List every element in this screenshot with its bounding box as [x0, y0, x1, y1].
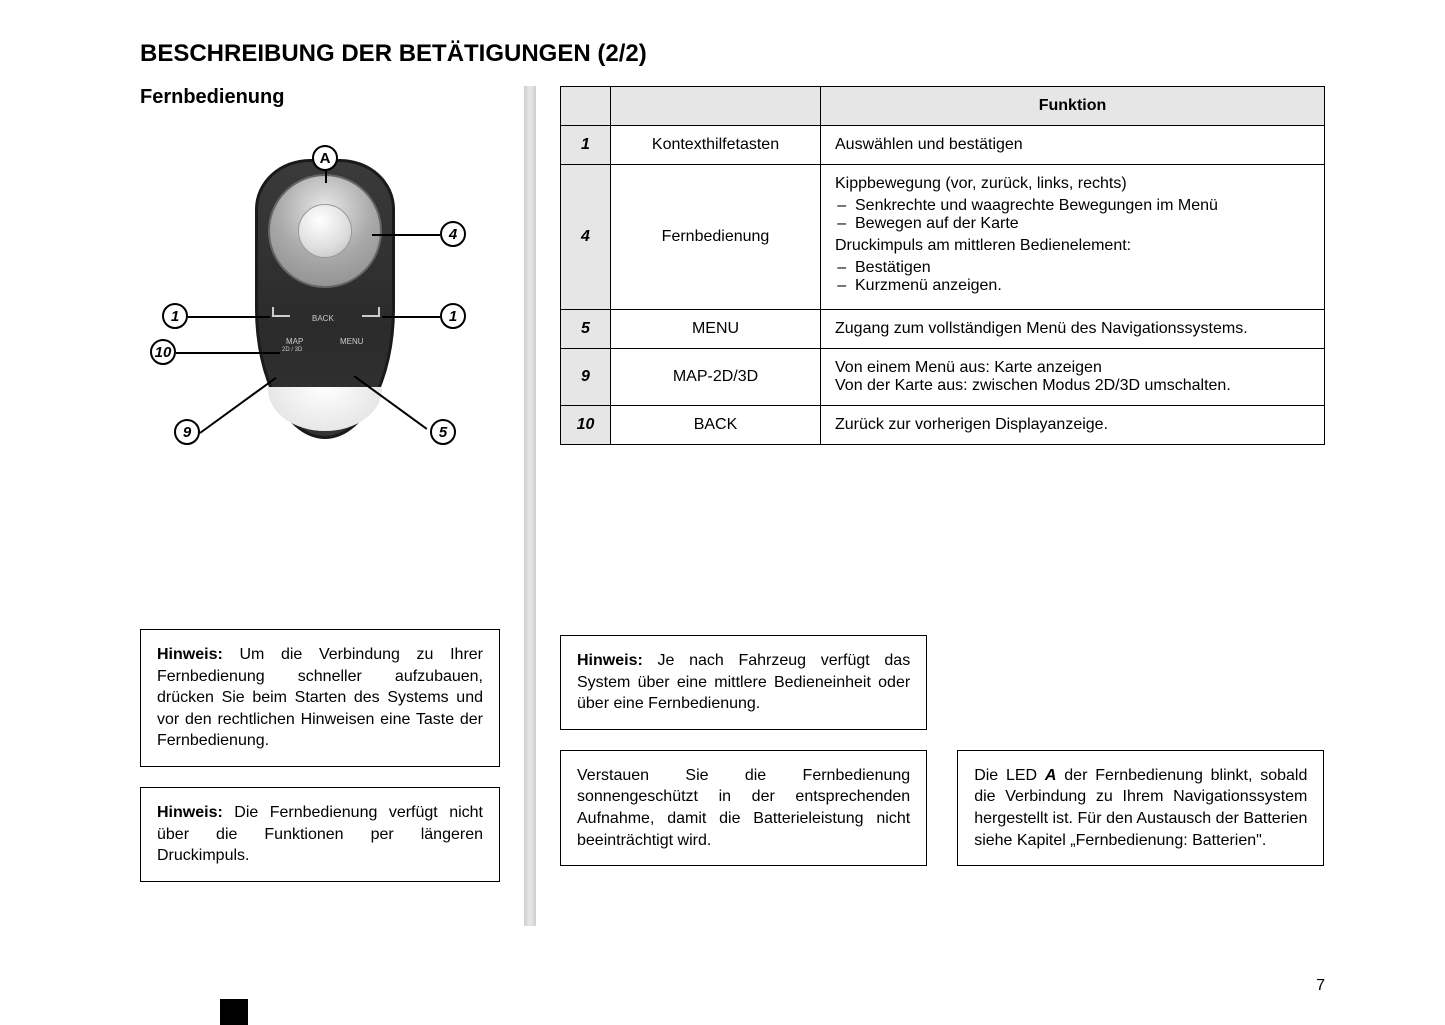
row9-name: MAP-2D/3D	[611, 349, 821, 406]
callout-1-right: 1	[440, 303, 466, 329]
note-box-3: Hinweis: Je nach Fahrzeug verfügt das Sy…	[560, 635, 927, 730]
remote-map2d3d-label: 2D / 3D	[282, 347, 302, 353]
callout-10: 10	[150, 339, 176, 365]
note5-bold: A	[1045, 767, 1057, 784]
row9-line1: Von einem Menü aus: Karte anzeigen	[835, 359, 1102, 376]
right-column: Funktion 1 Kontexthilfetasten Auswählen …	[560, 86, 1325, 926]
note-box-2: Hinweis: Die Fernbedienung verfügt nicht…	[140, 787, 500, 882]
row9-line2: Von der Karte aus: zwischen Modus 2D/3D …	[835, 377, 1231, 394]
vertical-divider	[524, 86, 536, 926]
row9-num: 9	[561, 349, 611, 406]
row10-name: BACK	[611, 406, 821, 445]
row4-li2: Bewegen auf der Karte	[855, 215, 1310, 233]
row4-line2: Druckimpuls am mittleren Bedienelement:	[835, 237, 1131, 254]
callout-A: A	[312, 145, 338, 171]
remote-illustration: BACK MAP 2D / 3D MENU A 4 1 1 10 9 5	[140, 139, 480, 469]
remote-map-label: MAP	[286, 337, 303, 346]
table-row: 10 BACK Zurück zur vorherigen Displayanz…	[561, 406, 1325, 445]
row4-name: Fernbedienung	[611, 165, 821, 310]
function-table: Funktion 1 Kontexthilfetasten Auswählen …	[560, 86, 1325, 445]
row5-name: MENU	[611, 310, 821, 349]
note-box-1: Hinweis: Um die Verbindung zu Ihrer Fern…	[140, 629, 500, 767]
note5-pre: Die LED	[974, 767, 1045, 784]
callout-4: 4	[440, 221, 466, 247]
row1-desc: Auswählen und bestätigen	[821, 126, 1325, 165]
row4-line1: Kippbewegung (vor, zurück, links, rechts…	[835, 175, 1127, 192]
row4-list1: Senkrechte und waagrechte Bewegungen im …	[855, 197, 1310, 233]
row10-num: 10	[561, 406, 611, 445]
table-row: 9 MAP-2D/3D Von einem Menü aus: Karte an…	[561, 349, 1325, 406]
row4-li1: Senkrechte und waagrechte Bewegungen im …	[855, 197, 1310, 215]
row4-li4: Kurzmenü anzeigen.	[855, 277, 1310, 295]
table-header-row: Funktion	[561, 87, 1325, 126]
row4-list2: Bestätigen Kurzmenü anzeigen.	[855, 259, 1310, 295]
callout-1-left: 1	[162, 303, 188, 329]
row1-num: 1	[561, 126, 611, 165]
header-blank-2	[611, 87, 821, 126]
callout-5: 5	[430, 419, 456, 445]
page-title: BESCHREIBUNG DER BETÄTIGUNGEN (2/2)	[140, 40, 1325, 68]
footer-tab	[220, 999, 248, 1025]
subtitle: Fernbedienung	[140, 86, 500, 109]
note4-text: Verstauen Sie die Fernbedienung sonnenge…	[577, 767, 910, 849]
note3-label: Hinweis:	[577, 652, 643, 669]
page-number: 7	[1316, 977, 1325, 995]
row4-desc: Kippbewegung (vor, zurück, links, rechts…	[821, 165, 1325, 310]
table-row: 5 MENU Zugang zum vollständigen Menü des…	[561, 310, 1325, 349]
callout-9: 9	[174, 419, 200, 445]
header-funktion: Funktion	[821, 87, 1325, 126]
table-row: 1 Kontexthilfetasten Auswählen und bestä…	[561, 126, 1325, 165]
remote-back-label: BACK	[312, 314, 334, 323]
header-blank-1	[561, 87, 611, 126]
note-box-4: Verstauen Sie die Fernbedienung sonnenge…	[560, 750, 927, 866]
remote-menu-label: MENU	[340, 337, 364, 346]
row5-desc: Zugang zum vollständigen Menü des Naviga…	[821, 310, 1325, 349]
note2-label: Hinweis:	[157, 804, 223, 821]
note-box-5: Die LED A der Fernbedienung blinkt, soba…	[957, 750, 1324, 866]
row5-num: 5	[561, 310, 611, 349]
row10-desc: Zurück zur vorherigen Displayanzeige.	[821, 406, 1325, 445]
row1-name: Kontexthilfetasten	[611, 126, 821, 165]
row4-num: 4	[561, 165, 611, 310]
row4-li3: Bestätigen	[855, 259, 1310, 277]
note1-label: Hinweis:	[157, 646, 223, 663]
left-column: Fernbedienung BACK MAP 2D / 3D MENU A 4 …	[140, 86, 500, 926]
table-row: 4 Fernbedienung Kippbewegung (vor, zurüc…	[561, 165, 1325, 310]
row9-desc: Von einem Menü aus: Karte anzeigen Von d…	[821, 349, 1325, 406]
